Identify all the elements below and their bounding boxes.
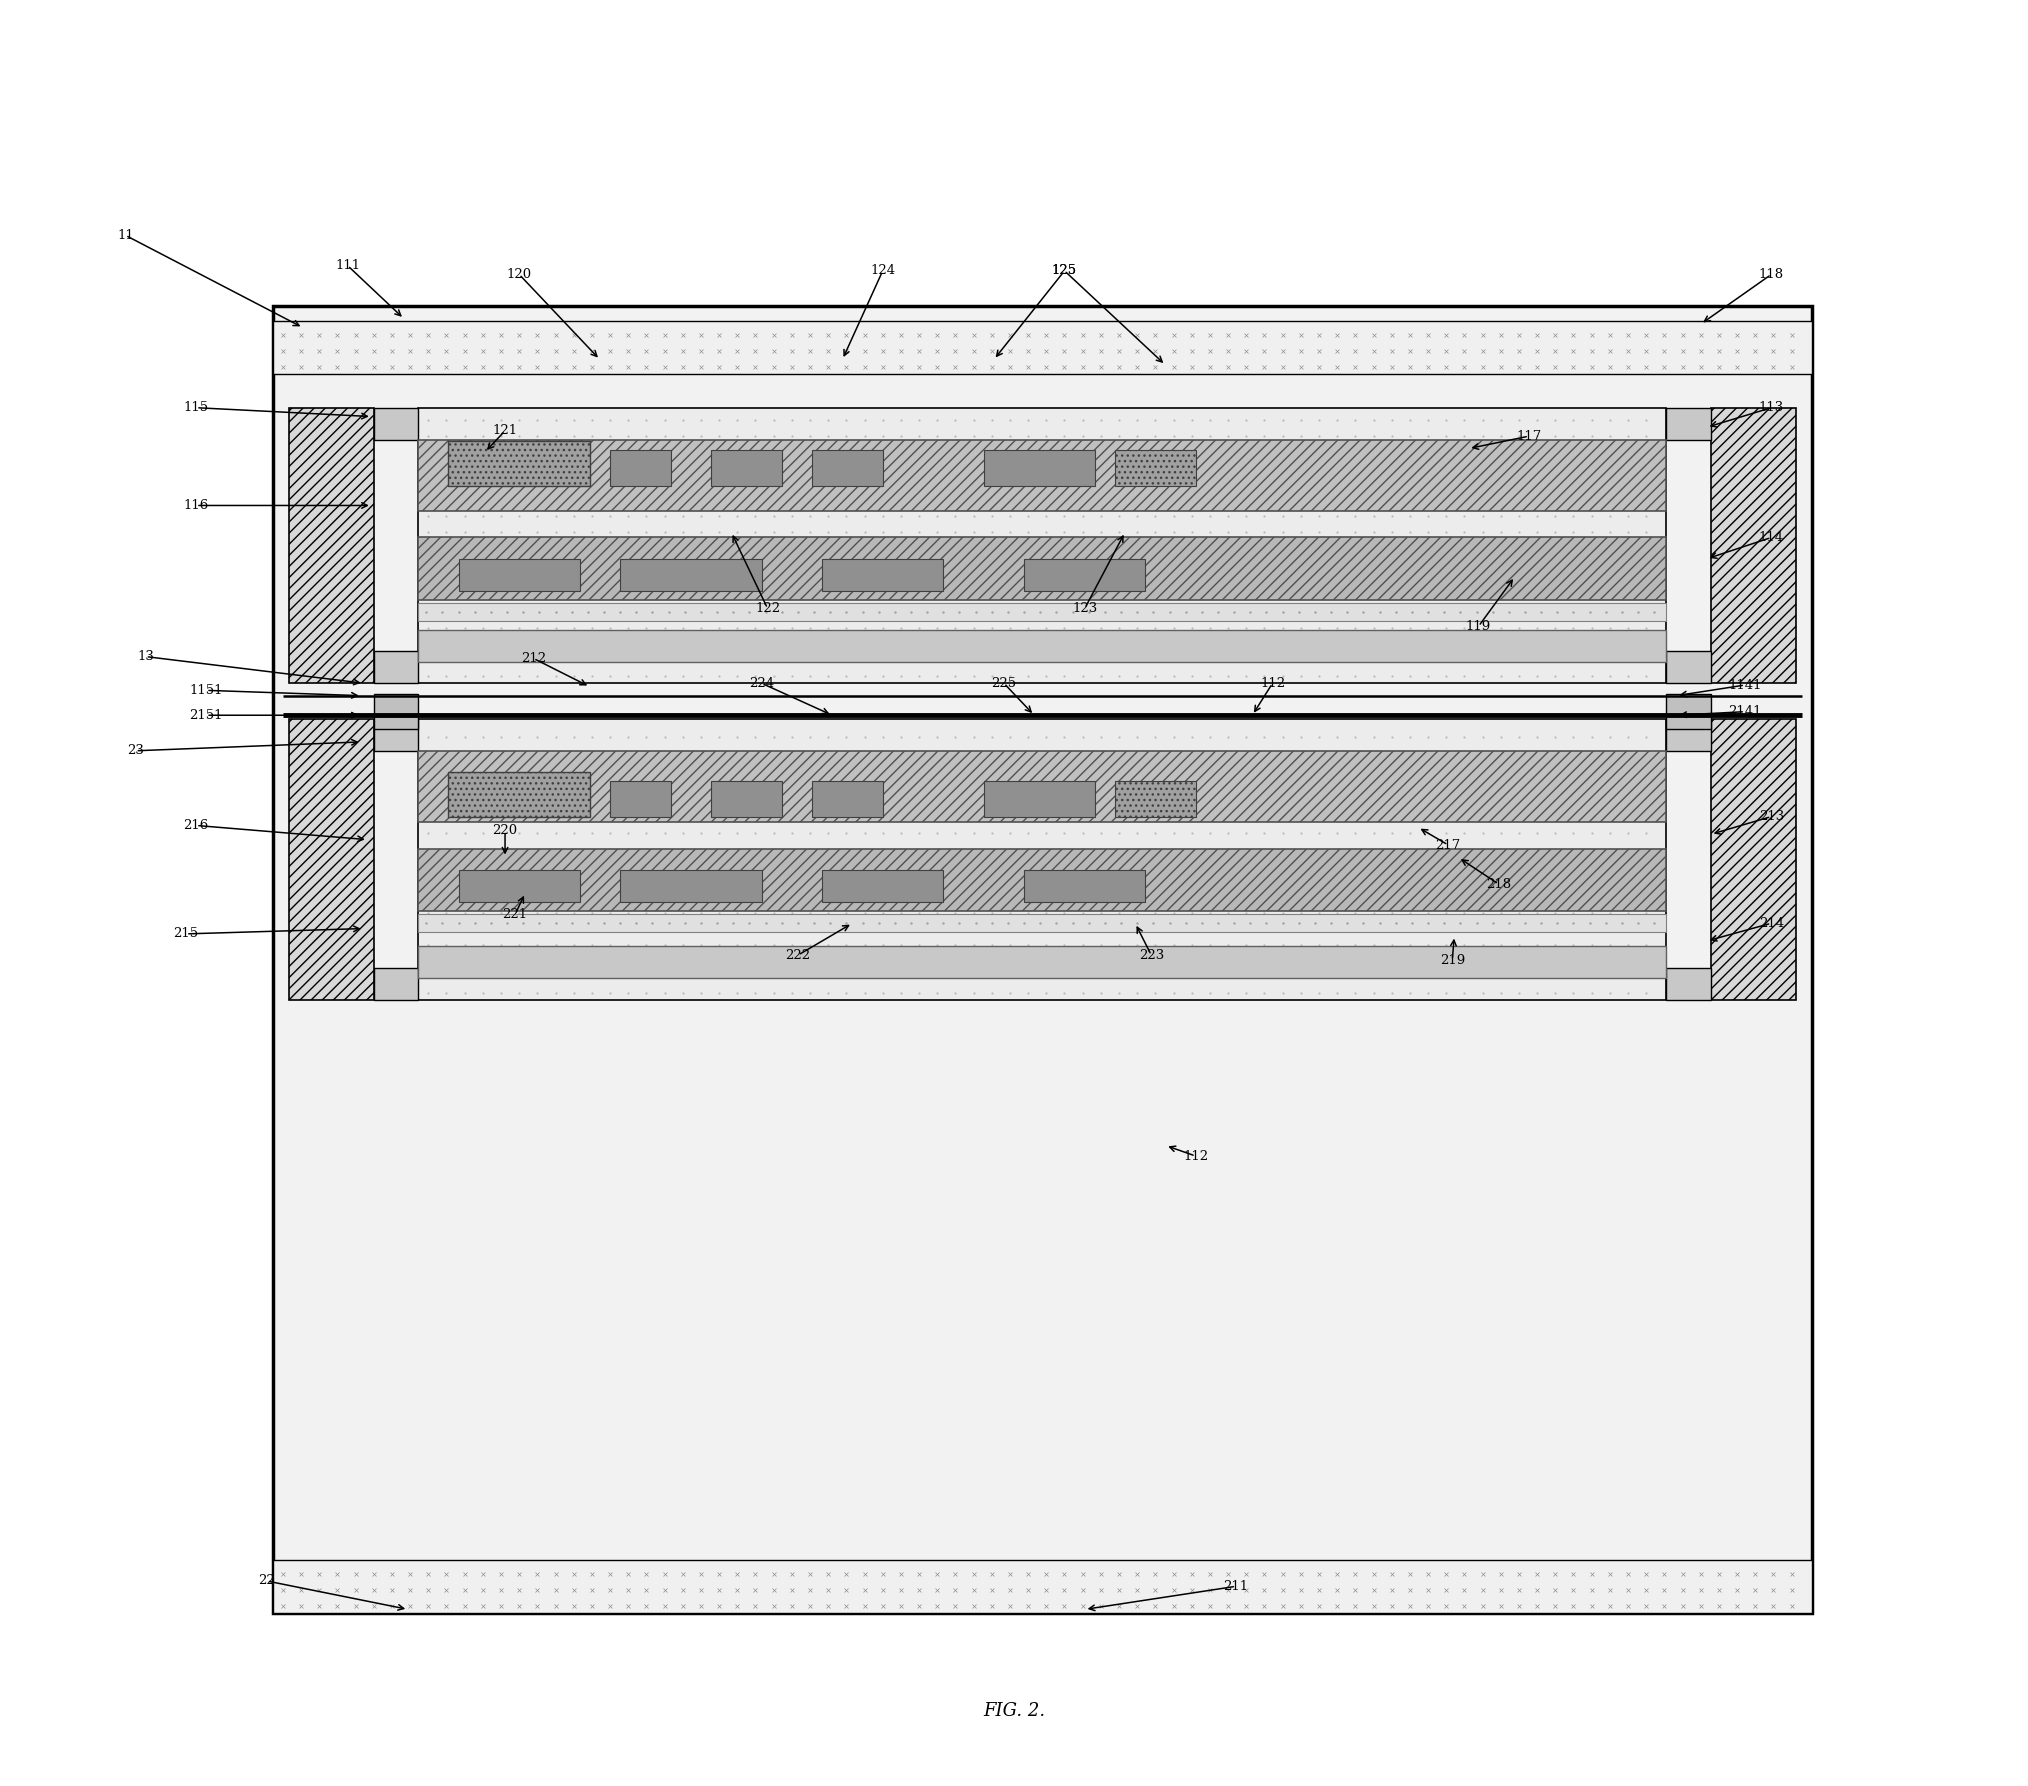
Bar [610,780,671,816]
Text: 125: 125 [1053,264,1077,277]
Bar [448,772,590,816]
Text: 122: 122 [754,602,781,614]
Text: 23: 23 [128,745,144,757]
Bar [1115,450,1197,486]
Bar [418,538,1667,600]
Text: 216: 216 [183,820,209,832]
Bar [458,559,580,591]
Bar [1667,652,1712,684]
Bar [373,652,418,684]
Bar [1667,968,1712,1000]
Bar [458,870,580,902]
Bar [418,914,1667,932]
Text: 223: 223 [1138,948,1164,961]
Text: 220: 220 [493,825,517,838]
Bar [448,441,590,486]
Text: 225: 225 [992,677,1016,689]
Bar [1712,718,1795,1000]
Bar [821,870,943,902]
Bar [418,718,1667,1000]
Text: 224: 224 [748,677,775,689]
Bar [418,407,1667,684]
Bar [288,407,373,684]
Text: 218: 218 [1487,877,1511,891]
Text: 118: 118 [1758,268,1785,280]
Bar [712,450,781,486]
Bar [1115,780,1197,816]
Bar [621,870,763,902]
Text: 117: 117 [1517,430,1541,443]
Text: 115: 115 [183,402,209,414]
Text: 121: 121 [493,425,517,438]
Bar [811,450,882,486]
Text: 212: 212 [521,652,546,664]
Text: 1141: 1141 [1728,679,1762,691]
Bar [621,559,763,591]
Bar [373,968,418,1000]
Bar [418,848,1667,911]
Text: 13: 13 [138,650,154,663]
Text: 222: 222 [785,948,811,961]
Text: 120: 120 [507,268,531,280]
Bar [1667,407,1712,439]
Text: 214: 214 [1758,916,1785,931]
Text: 114: 114 [1758,530,1785,545]
Bar [984,450,1095,486]
Text: 217: 217 [1436,838,1460,852]
Bar [288,718,373,1000]
Bar [821,559,943,591]
Bar [1667,695,1712,729]
Bar [1024,870,1146,902]
Text: 119: 119 [1466,620,1491,632]
Text: 219: 219 [1440,954,1464,966]
Bar [418,604,1667,622]
Bar [274,321,1811,373]
Bar [984,780,1095,816]
Bar [418,630,1667,663]
Bar [274,307,1811,1613]
Bar [418,750,1667,822]
Bar [712,780,781,816]
Bar [1712,407,1795,684]
Text: 211: 211 [1223,1581,1249,1593]
Bar [274,1559,1811,1613]
Text: 2141: 2141 [1728,705,1762,718]
Bar [373,407,418,439]
Bar [418,947,1667,979]
Bar [610,450,671,486]
Text: 22: 22 [258,1575,276,1588]
Text: 112: 112 [1182,1150,1209,1163]
Text: 124: 124 [870,264,894,277]
Bar [1024,559,1146,591]
Text: 113: 113 [1758,402,1785,414]
Bar [811,780,882,816]
Text: 125: 125 [1053,264,1077,277]
Text: 123: 123 [1073,602,1097,614]
Text: 213: 213 [1758,811,1785,823]
Text: 112: 112 [1259,677,1286,689]
Bar [373,718,418,750]
Text: 215: 215 [172,927,199,941]
Text: FIG. 2.: FIG. 2. [984,1702,1044,1720]
Bar [373,695,418,729]
Bar [1667,718,1712,750]
Text: 116: 116 [183,498,209,513]
Text: 1151: 1151 [189,684,223,697]
Bar [418,439,1667,511]
Text: 111: 111 [335,259,361,271]
Text: 221: 221 [503,907,527,922]
Text: 2151: 2151 [189,709,223,722]
Text: 11: 11 [118,229,134,241]
